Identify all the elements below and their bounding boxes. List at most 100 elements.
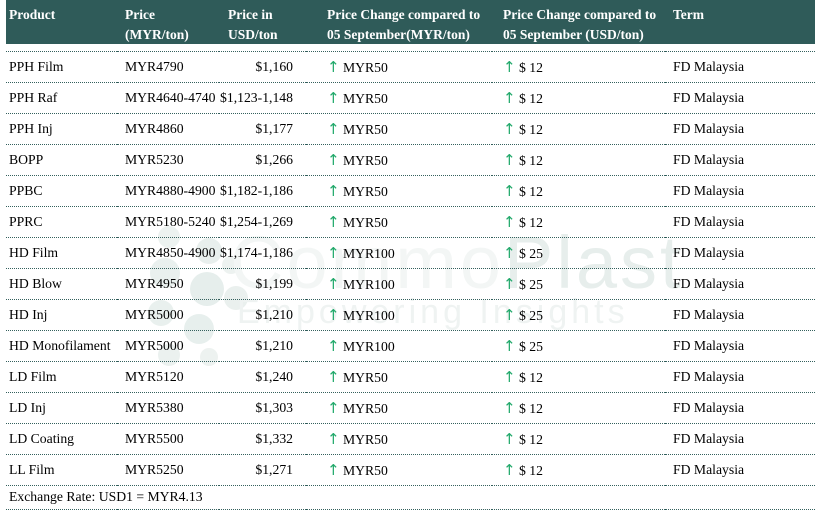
change-myr-value: MYR100: [343, 307, 395, 323]
table-row: HD Monofilament MYR5000 $1,210 ↑ MYR100 ↑…: [6, 330, 815, 362]
price-myr-cell: MYR4640-4740: [117, 82, 219, 114]
up-arrow-icon: ↑: [503, 305, 516, 324]
up-arrow-icon: ↑: [327, 305, 340, 324]
header-product: Product: [6, 0, 117, 45]
change-myr-cell: ↑ MYR50: [306, 113, 492, 145]
price-usd-cell: $1,182-1,186: [219, 175, 306, 207]
price-myr-cell: MYR4790: [117, 51, 219, 83]
price-usd-cell: $1,210: [219, 330, 306, 362]
change-usd-cell: ↑ $ 12: [492, 113, 665, 145]
up-arrow-icon: ↑: [327, 274, 340, 293]
up-arrow-icon: ↑: [327, 181, 340, 200]
price-usd-cell: $1,210: [219, 299, 306, 331]
up-arrow-icon: ↑: [327, 57, 340, 76]
header-price-myr: Price (MYR/ton): [117, 0, 219, 45]
change-myr-value: MYR100: [343, 338, 395, 354]
change-usd-value: $ 25: [519, 276, 543, 292]
change-myr-cell: ↑ MYR100: [306, 237, 492, 269]
table-row: HD Film MYR4850-4900 $1,174-1,186 ↑ MYR10…: [6, 237, 815, 269]
table-row: BOPP MYR5230 $1,266 ↑ MYR50 ↑ $ 12 FD Mala…: [6, 144, 815, 176]
header-price-myr-line2: (MYR/ton): [125, 26, 189, 42]
change-myr-cell: ↑ MYR100: [306, 330, 492, 362]
table-row: LL Film MYR5250 $1,271 ↑ MYR50 ↑ $ 12 FD M…: [6, 454, 815, 486]
change-usd-value: $ 12: [519, 214, 543, 230]
header-change-usd-line2: 05 September (USD/ton): [503, 26, 644, 42]
price-myr-cell: MYR5500: [117, 423, 219, 455]
header-term-line1: Term: [673, 7, 704, 22]
change-usd-cell: ↑ $ 12: [492, 392, 665, 424]
price-myr-cell: MYR4850-4900: [117, 237, 219, 269]
change-myr-cell: ↑ MYR50: [306, 175, 492, 207]
up-arrow-icon: ↑: [327, 460, 340, 479]
product-cell: PPRC: [6, 206, 117, 238]
change-usd-value: $ 12: [519, 90, 543, 106]
change-usd-value: $ 25: [519, 245, 543, 261]
change-myr-cell: ↑ MYR50: [306, 82, 492, 114]
term-cell: FD Malaysia: [665, 113, 815, 145]
up-arrow-icon: ↑: [503, 88, 516, 107]
header-change-myr-line1: Price Change compared to: [327, 7, 481, 22]
price-usd-cell: $1,123-1,148: [219, 82, 306, 114]
table-header: Product Price (MYR/ton) Price in USD/ton…: [6, 0, 815, 52]
header-price-usd-line2: USD/ton: [228, 26, 278, 42]
change-usd-value: $ 25: [519, 307, 543, 323]
change-usd-cell: ↑ $ 25: [492, 237, 665, 269]
table-row: PPH Film MYR4790 $1,160 ↑ MYR50 ↑ $ 12 FD …: [6, 51, 815, 83]
change-usd-cell: ↑ $ 12: [492, 454, 665, 486]
up-arrow-icon: ↑: [327, 88, 340, 107]
term-cell: FD Malaysia: [665, 361, 815, 393]
change-myr-value: MYR50: [343, 183, 388, 199]
product-cell: LD Inj: [6, 392, 117, 424]
up-arrow-icon: ↑: [503, 460, 516, 479]
up-arrow-icon: ↑: [327, 367, 340, 386]
change-usd-cell: ↑ $ 12: [492, 51, 665, 83]
table-row: LD Film MYR5120 $1,240 ↑ MYR50 ↑ $ 12 FD M…: [6, 361, 815, 393]
price-usd-cell: $1,271: [219, 454, 306, 486]
price-myr-cell: MYR4860: [117, 113, 219, 145]
price-table: Product Price (MYR/ton) Price in USD/ton…: [6, 0, 815, 510]
up-arrow-icon: ↑: [327, 119, 340, 138]
term-cell: FD Malaysia: [665, 237, 815, 269]
change-myr-cell: ↑ MYR100: [306, 268, 492, 300]
header-change-usd-line1: Price Change compared to: [503, 7, 657, 22]
term-cell: FD Malaysia: [665, 82, 815, 114]
change-usd-cell: ↑ $ 12: [492, 175, 665, 207]
up-arrow-icon: ↑: [503, 243, 516, 262]
change-myr-value: MYR50: [343, 462, 388, 478]
up-arrow-icon: ↑: [503, 181, 516, 200]
change-usd-value: $ 12: [519, 59, 543, 75]
product-cell: PPH Film: [6, 51, 117, 83]
price-usd-cell: $1,199: [219, 268, 306, 300]
header-change-myr: Price Change compared to 05 September(MY…: [306, 0, 492, 45]
price-usd-cell: $1,254-1,269: [219, 206, 306, 238]
term-cell: FD Malaysia: [665, 175, 815, 207]
change-usd-cell: ↑ $ 12: [492, 361, 665, 393]
price-myr-cell: MYR5230: [117, 144, 219, 176]
product-cell: PPH Inj: [6, 113, 117, 145]
table-row: LD Coating MYR5500 $1,332 ↑ MYR50 ↑ $ 12 F…: [6, 423, 815, 455]
term-cell: FD Malaysia: [665, 268, 815, 300]
change-myr-cell: ↑ MYR100: [306, 299, 492, 331]
up-arrow-icon: ↑: [503, 119, 516, 138]
up-arrow-icon: ↑: [503, 57, 516, 76]
change-myr-value: MYR50: [343, 90, 388, 106]
price-myr-cell: MYR5380: [117, 392, 219, 424]
up-arrow-icon: ↑: [327, 398, 340, 417]
price-myr-cell: MYR5000: [117, 330, 219, 362]
change-usd-cell: ↑ $ 25: [492, 330, 665, 362]
change-myr-cell: ↑ MYR50: [306, 144, 492, 176]
change-usd-value: $ 12: [519, 183, 543, 199]
change-usd-value: $ 12: [519, 152, 543, 168]
price-usd-cell: $1,177: [219, 113, 306, 145]
change-myr-cell: ↑ MYR50: [306, 51, 492, 83]
change-myr-cell: ↑ MYR50: [306, 361, 492, 393]
footer-row: Exchange Rate: USD1 = MYR4.13: [6, 485, 815, 510]
product-cell: HD Blow: [6, 268, 117, 300]
table-row: PPH Inj MYR4860 $1,177 ↑ MYR50 ↑ $ 12 FD M…: [6, 113, 815, 145]
change-myr-value: MYR50: [343, 59, 388, 75]
product-cell: HD Inj: [6, 299, 117, 331]
price-usd-cell: $1,332: [219, 423, 306, 455]
term-cell: FD Malaysia: [665, 423, 815, 455]
header-spacer-cell: [6, 44, 815, 52]
header-term: Term: [665, 0, 815, 45]
